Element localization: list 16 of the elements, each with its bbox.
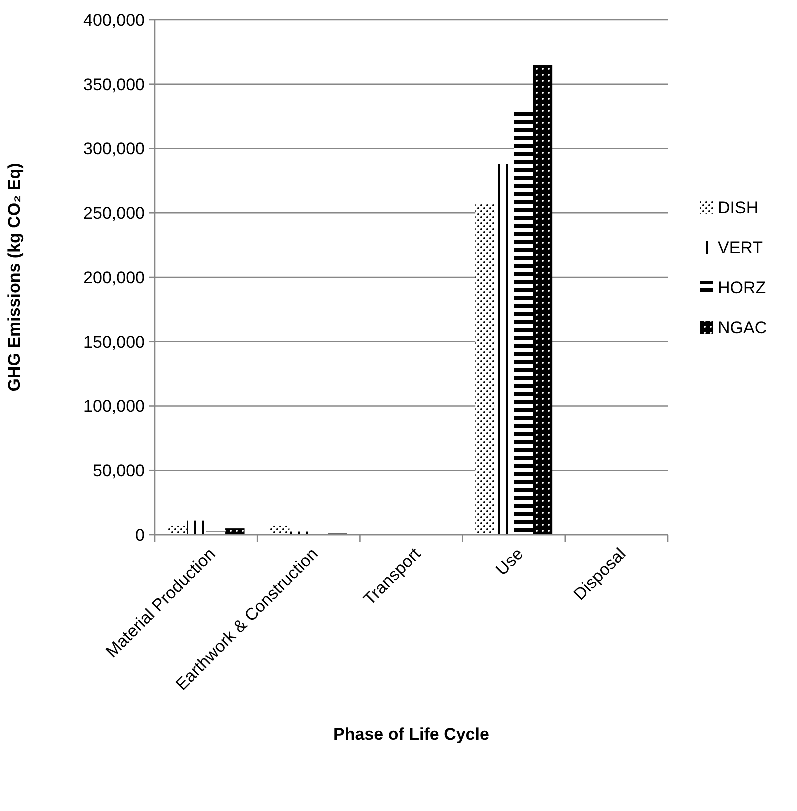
legend-label: VERT (718, 238, 764, 258)
y-tick-label: 350,000 (84, 75, 145, 94)
y-tick-label: 300,000 (84, 140, 145, 159)
legend-label: NGAC (718, 318, 768, 338)
y-tick-label: 100,000 (84, 397, 145, 416)
x-tick-label: Use (492, 544, 528, 580)
y-tick-label: 250,000 (84, 204, 145, 224)
legend-label: DISH (718, 198, 759, 218)
y-tick-label: 200,000 (84, 268, 145, 288)
y-axis-title: GHG Emissions (kg CO₂ Eq) (5, 163, 24, 392)
y-tick-label: 0 (136, 526, 145, 545)
y-tick-label: 400,000 (84, 10, 145, 30)
legend-label: HORZ (718, 278, 766, 298)
x-axis-title: Phase of Life Cycle (334, 725, 490, 744)
y-tick-label: 50,000 (93, 462, 145, 481)
y-tick-label: 150,000 (84, 332, 145, 352)
